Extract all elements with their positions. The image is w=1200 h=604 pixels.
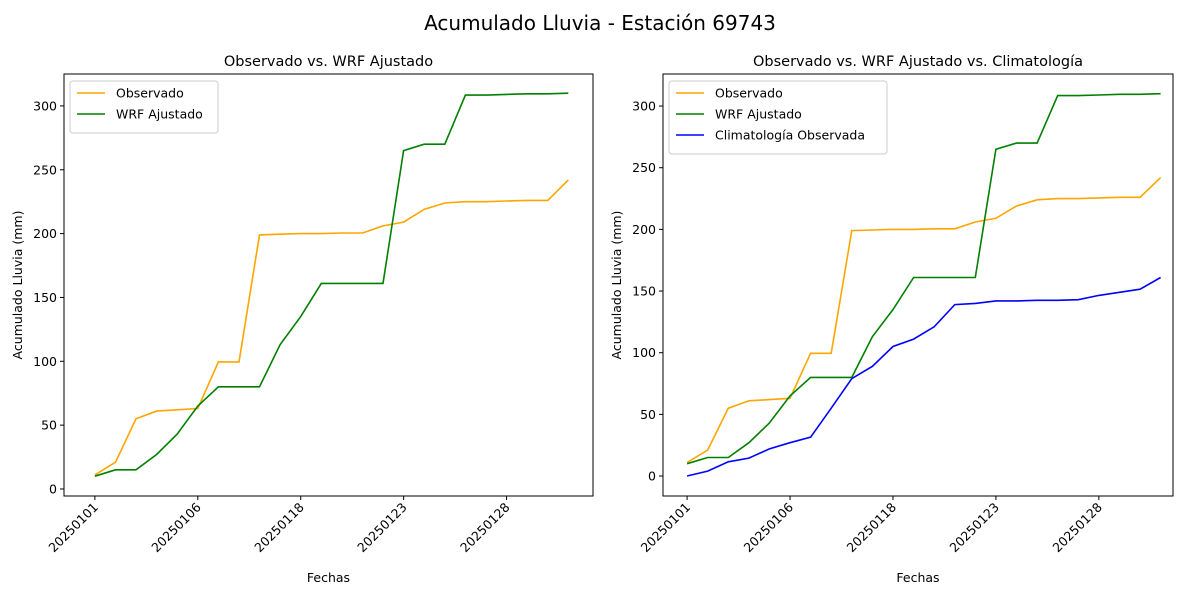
y-tick-label: 200 — [632, 222, 656, 237]
x-tick-label: 20250123 — [354, 500, 410, 556]
x-tick-label: 20250128 — [457, 499, 513, 555]
legend-label: Climatología Observada — [715, 128, 865, 143]
series-line-climatolog-a-observada — [686, 276, 1161, 477]
y-axis-label: Acumulado Lluvia (mm) — [10, 211, 25, 360]
y-tick-label: 0 — [49, 481, 57, 496]
y-tick-label: 300 — [632, 99, 656, 114]
x-tick-label: 20250101 — [638, 500, 694, 556]
y-tick-label: 50 — [640, 407, 656, 422]
y-tick-label: 300 — [33, 98, 57, 113]
y-tick-label: 50 — [41, 418, 57, 433]
series-line-wrf-ajustado — [94, 92, 569, 477]
x-tick-label: 20250123 — [946, 500, 1002, 556]
axes-2: Observado vs. WRF Ajustado vs. Climatolo… — [609, 54, 1174, 585]
y-tick-label: 250 — [632, 160, 656, 175]
x-tick-label: 20250128 — [1049, 499, 1105, 555]
legend-box — [69, 80, 219, 134]
axes-1: Observado vs. WRF Ajustado 0 50 100 150 200 25… — [10, 54, 594, 585]
y-tick-label: 150 — [33, 290, 57, 305]
x-tick-label: 20250101 — [45, 500, 101, 556]
series-line-observado — [686, 177, 1162, 464]
series-line-wrf-ajustado — [686, 92, 1161, 465]
figure-title: Acumulado Lluvia - Estación 69743 — [424, 11, 776, 35]
x-tick-label: 20250118 — [251, 499, 307, 555]
y-tick-label: 200 — [33, 226, 57, 241]
axes-title: Observado vs. WRF Ajustado — [224, 54, 433, 70]
y-axis-label: Acumulado Lluvia (mm) — [609, 211, 624, 360]
y-tick-label: 150 — [632, 284, 656, 299]
y-tick-label: 100 — [33, 354, 57, 369]
x-tick-label: 20250106 — [148, 499, 204, 555]
x-tick-label: 20250118 — [844, 499, 900, 555]
legend-label: WRF Ajustado — [116, 107, 203, 122]
legend: Observado WRF Ajustado Climatología Observ… — [668, 80, 888, 155]
legend-box — [668, 80, 888, 155]
series-line-observado — [94, 179, 569, 476]
y-tick-label: 250 — [33, 162, 57, 177]
x-tick-label: 20250106 — [741, 499, 797, 555]
x-axis-label: Fechas — [896, 570, 939, 585]
y-tick-label: 0 — [648, 469, 656, 484]
legend-label: WRF Ajustado — [715, 107, 802, 122]
legend: Observado WRF Ajustado — [69, 80, 219, 134]
x-axis-label: Fechas — [307, 570, 350, 585]
legend-label: Observado — [715, 86, 783, 101]
axes-frame — [63, 73, 594, 497]
axes-title: Observado vs. WRF Ajustado vs. Climatolo… — [753, 54, 1083, 70]
y-tick-label: 100 — [632, 345, 656, 360]
axes-frame — [662, 73, 1174, 497]
legend-label: Observado — [116, 86, 184, 101]
